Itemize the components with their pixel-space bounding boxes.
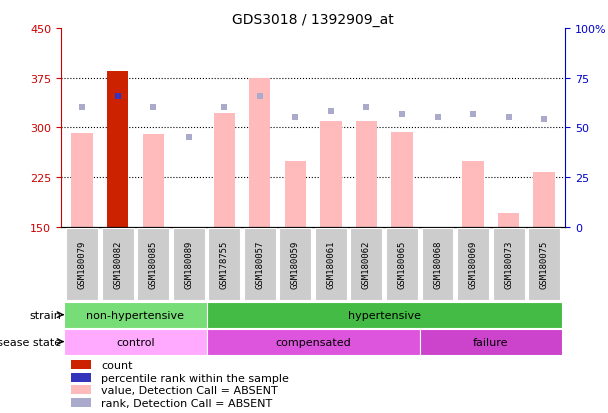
Point: [503, 115, 513, 121]
FancyBboxPatch shape: [173, 229, 205, 300]
Bar: [533, 173, 554, 227]
Bar: [72, 134, 93, 227]
Text: disease state: disease state: [0, 337, 61, 347]
Title: GDS3018 / 1392909_at: GDS3018 / 1392909_at: [232, 12, 394, 26]
Bar: [356, 122, 377, 227]
FancyBboxPatch shape: [207, 329, 420, 355]
Bar: [320, 122, 342, 227]
FancyBboxPatch shape: [71, 385, 91, 394]
Text: GSM180059: GSM180059: [291, 240, 300, 288]
Text: GSM178755: GSM178755: [219, 240, 229, 288]
Text: GSM180062: GSM180062: [362, 240, 371, 288]
FancyBboxPatch shape: [207, 302, 562, 328]
Bar: [213, 114, 235, 227]
FancyBboxPatch shape: [71, 398, 91, 407]
Point: [219, 105, 229, 112]
Text: non-hypertensive: non-hypertensive: [86, 310, 184, 320]
FancyBboxPatch shape: [244, 229, 276, 300]
FancyBboxPatch shape: [137, 229, 169, 300]
FancyBboxPatch shape: [386, 229, 418, 300]
FancyBboxPatch shape: [64, 302, 207, 328]
FancyBboxPatch shape: [492, 229, 525, 300]
Bar: [392, 133, 413, 227]
Text: GSM180073: GSM180073: [504, 240, 513, 288]
Point: [468, 112, 478, 118]
Text: GSM180089: GSM180089: [184, 240, 193, 288]
FancyBboxPatch shape: [64, 329, 207, 355]
Bar: [462, 162, 484, 227]
Text: GSM180082: GSM180082: [113, 240, 122, 288]
FancyBboxPatch shape: [71, 361, 91, 370]
FancyBboxPatch shape: [457, 229, 489, 300]
Bar: [107, 72, 128, 227]
Text: strain: strain: [30, 310, 61, 320]
Bar: [285, 162, 306, 227]
FancyBboxPatch shape: [350, 229, 382, 300]
Point: [113, 93, 123, 100]
Point: [433, 115, 443, 121]
Text: GSM180079: GSM180079: [78, 240, 86, 288]
Text: value, Detection Call = ABSENT: value, Detection Call = ABSENT: [101, 385, 278, 395]
FancyBboxPatch shape: [420, 329, 562, 355]
Text: GSM180075: GSM180075: [540, 240, 548, 288]
Point: [362, 105, 371, 112]
FancyBboxPatch shape: [102, 229, 134, 300]
Text: GSM180069: GSM180069: [469, 240, 477, 288]
Point: [291, 115, 300, 121]
FancyBboxPatch shape: [279, 229, 311, 300]
Bar: [498, 214, 519, 227]
Text: control: control: [116, 337, 155, 347]
FancyBboxPatch shape: [528, 229, 560, 300]
Point: [77, 105, 87, 112]
Text: GSM180057: GSM180057: [255, 240, 264, 288]
Text: GSM180065: GSM180065: [398, 240, 407, 288]
Point: [539, 117, 549, 123]
FancyBboxPatch shape: [71, 373, 91, 382]
Text: compensated: compensated: [275, 337, 351, 347]
Point: [326, 108, 336, 115]
FancyBboxPatch shape: [315, 229, 347, 300]
Point: [397, 112, 407, 118]
Text: count: count: [101, 361, 133, 370]
Bar: [142, 135, 164, 227]
FancyBboxPatch shape: [66, 229, 98, 300]
Point: [184, 135, 193, 141]
Text: hypertensive: hypertensive: [348, 310, 421, 320]
Text: GSM180085: GSM180085: [149, 240, 157, 288]
Point: [255, 93, 264, 100]
Text: rank, Detection Call = ABSENT: rank, Detection Call = ABSENT: [101, 398, 272, 408]
Point: [113, 93, 123, 100]
Text: percentile rank within the sample: percentile rank within the sample: [101, 373, 289, 383]
Text: GSM180068: GSM180068: [433, 240, 442, 288]
Point: [148, 105, 158, 112]
Bar: [249, 78, 271, 227]
FancyBboxPatch shape: [421, 229, 454, 300]
Text: GSM180061: GSM180061: [326, 240, 336, 288]
FancyBboxPatch shape: [209, 229, 240, 300]
Text: failure: failure: [473, 337, 508, 347]
